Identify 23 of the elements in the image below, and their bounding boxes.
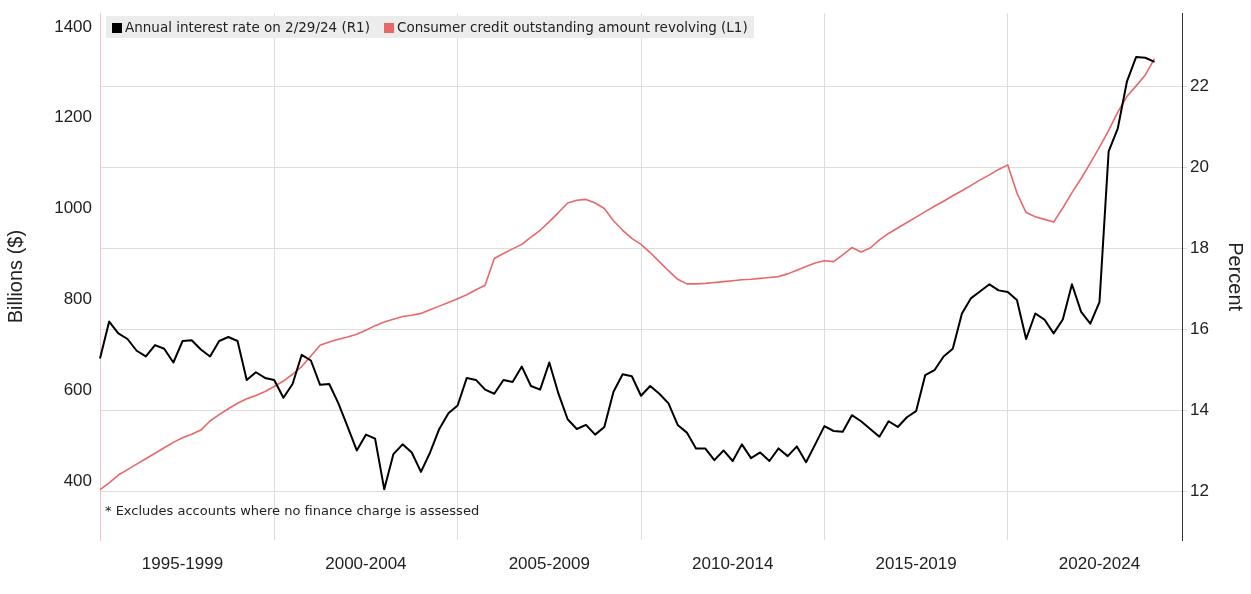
legend-label: Annual interest rate on 2/29/24 (R1): [124, 19, 370, 36]
y2-axis-title: Percent: [1225, 242, 1248, 312]
y-tick-label: 1200: [54, 107, 92, 127]
x-tick-label: 2015-2019: [875, 553, 957, 573]
y-tick-label: 600: [63, 379, 92, 399]
y-axis-title: Billions ($): [3, 229, 26, 324]
y2-tick-label: 12: [1190, 481, 1209, 501]
y2-tick-label: 14: [1190, 400, 1209, 420]
annotation: * Excludes accounts where no finance charge is assessed: [105, 503, 480, 519]
x-tick-label: 2000-2004: [325, 553, 407, 573]
x-tick-label: 2005-2009: [508, 553, 590, 573]
y-tick-label: 800: [63, 288, 92, 308]
x-tick-label: 2020-2024: [1058, 553, 1141, 573]
x-tick-label: 2010-2014: [692, 553, 774, 573]
y-tick-label: 1400: [54, 16, 92, 36]
y-tick-label: 1000: [54, 198, 92, 218]
y2-tick-label: 22: [1190, 75, 1209, 95]
y2-tick-label: 18: [1190, 237, 1209, 257]
legend-label: Consumer credit outstanding amount revolving (L1): [395, 19, 748, 36]
y2-tick-label: 20: [1190, 156, 1209, 176]
y-tick-label: 400: [63, 470, 92, 490]
y2-tick-label: 16: [1190, 318, 1209, 338]
x-tick-label: 1995-1999: [141, 553, 224, 573]
